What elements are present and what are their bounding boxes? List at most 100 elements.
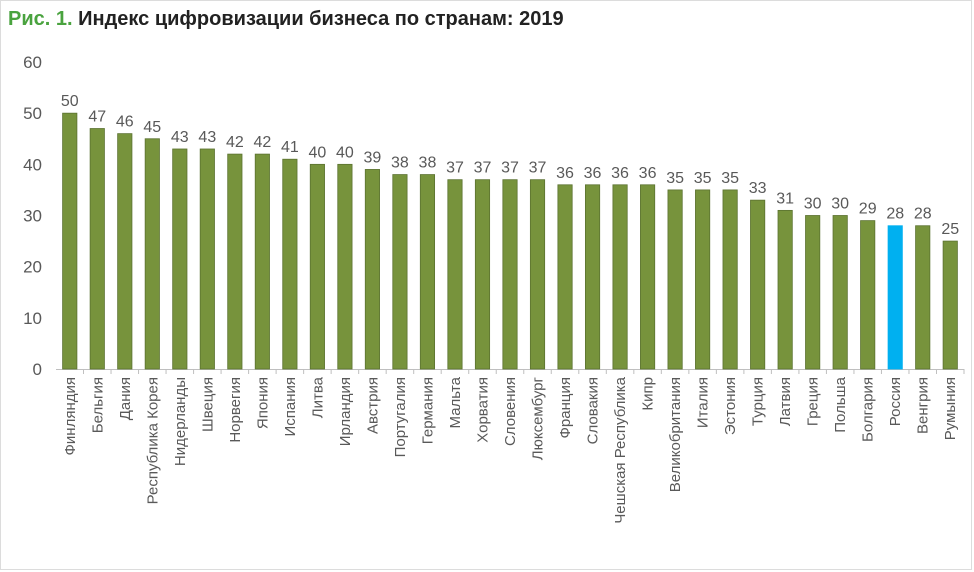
- y-tick-label: 0: [33, 360, 42, 379]
- data-label: 35: [666, 170, 684, 187]
- x-category-label: Кипр: [640, 377, 657, 411]
- bar: [419, 174, 436, 370]
- bar: [887, 225, 903, 370]
- x-category-label: Республика Корея: [144, 377, 161, 504]
- data-label: 25: [941, 221, 959, 238]
- data-label: 47: [88, 109, 106, 126]
- x-category-label: Норвегия: [227, 377, 244, 443]
- x-category-label: Франция: [557, 377, 574, 438]
- data-label: 36: [639, 165, 657, 182]
- data-label: 35: [694, 170, 712, 187]
- data-label: 38: [419, 155, 437, 172]
- bar: [392, 174, 408, 370]
- data-label: 38: [391, 155, 409, 172]
- x-category-label: Венгрия: [915, 377, 932, 434]
- data-label: 37: [501, 160, 519, 177]
- x-category-label: Мальта: [447, 376, 464, 428]
- x-category-label: Люксембург: [530, 376, 547, 460]
- bar: [915, 225, 931, 370]
- bar: [557, 184, 573, 370]
- data-label: 39: [364, 149, 382, 166]
- bar: [254, 153, 270, 370]
- bar: [722, 189, 738, 370]
- x-category-label: Германия: [419, 377, 436, 444]
- data-label: 31: [776, 190, 794, 207]
- x-category-label: Румыния: [942, 377, 959, 440]
- x-category-label: Словакия: [585, 377, 602, 444]
- bar: [309, 163, 325, 370]
- bar: [942, 240, 958, 370]
- y-tick-label: 50: [23, 104, 42, 123]
- data-label: 36: [611, 165, 629, 182]
- bar: [337, 163, 353, 370]
- x-category-label: Словения: [502, 377, 519, 446]
- data-label: 36: [556, 165, 574, 182]
- bar: [364, 169, 380, 370]
- bar: [474, 179, 491, 370]
- x-category-label: Ирландия: [337, 377, 354, 446]
- x-category-label: Португалия: [392, 377, 409, 457]
- data-label: 41: [281, 139, 299, 156]
- x-category-label: Греция: [805, 377, 822, 426]
- figure-title-text: Индекс цифровизации бизнеса по странам: …: [78, 8, 564, 30]
- bar: [227, 153, 243, 370]
- data-label: 37: [446, 160, 464, 177]
- x-category-label: Нидерланды: [172, 377, 189, 466]
- bar: [199, 148, 215, 370]
- data-label: 35: [721, 170, 739, 187]
- x-category-label: Чешская Республика: [612, 376, 629, 523]
- bar: [750, 199, 766, 370]
- bar: [805, 215, 821, 370]
- data-label: 50: [61, 93, 79, 110]
- x-category-label: Хорватия: [474, 377, 491, 443]
- bar: [860, 220, 876, 370]
- data-label: 37: [474, 160, 492, 177]
- data-label: 30: [831, 196, 849, 213]
- x-category-label: Турция: [750, 377, 767, 426]
- data-label: 37: [529, 160, 547, 177]
- bar: [777, 209, 793, 370]
- x-category-label: Литва: [309, 376, 326, 418]
- bar: [529, 179, 546, 370]
- x-category-label: Испания: [282, 377, 299, 437]
- data-label: 40: [336, 144, 354, 161]
- bar: [584, 184, 601, 370]
- x-category-label: Польша: [832, 376, 849, 432]
- x-category-label: Великобритания: [667, 377, 684, 492]
- bar: [832, 215, 848, 370]
- bar: [282, 158, 298, 370]
- x-category-label: Австрия: [364, 377, 381, 434]
- bar: [144, 138, 160, 370]
- bar: [62, 112, 78, 370]
- bar: [640, 184, 656, 370]
- x-category-label: Швеция: [199, 377, 216, 432]
- x-category-label: Дания: [117, 377, 134, 420]
- bar: [695, 189, 711, 370]
- y-tick-label: 40: [23, 155, 42, 174]
- data-label: 29: [859, 201, 877, 218]
- data-label: 46: [116, 114, 134, 131]
- x-category-label: Япония: [254, 377, 271, 429]
- bar: [612, 184, 628, 370]
- data-label: 36: [584, 165, 602, 182]
- data-label: 28: [914, 206, 932, 223]
- data-label: 33: [749, 180, 767, 197]
- bar: [172, 148, 188, 370]
- x-category-label: Латвия: [777, 377, 794, 426]
- data-label: 43: [171, 129, 189, 146]
- figure-title: Рис. 1. Индекс цифровизации бизнеса по с…: [8, 8, 564, 31]
- bar: [117, 133, 133, 370]
- data-label: 28: [886, 206, 904, 223]
- x-category-label: Болгария: [860, 377, 877, 442]
- data-label: 43: [198, 129, 216, 146]
- data-label: 40: [308, 144, 326, 161]
- data-label: 42: [253, 134, 271, 151]
- bar: [447, 179, 463, 370]
- x-category-label: Бельгия: [89, 377, 106, 433]
- x-category-label: Финляндия: [62, 377, 79, 455]
- data-label: 42: [226, 134, 244, 151]
- y-tick-label: 30: [23, 207, 42, 226]
- x-category-label: Италия: [695, 377, 712, 428]
- y-tick-label: 60: [23, 53, 42, 72]
